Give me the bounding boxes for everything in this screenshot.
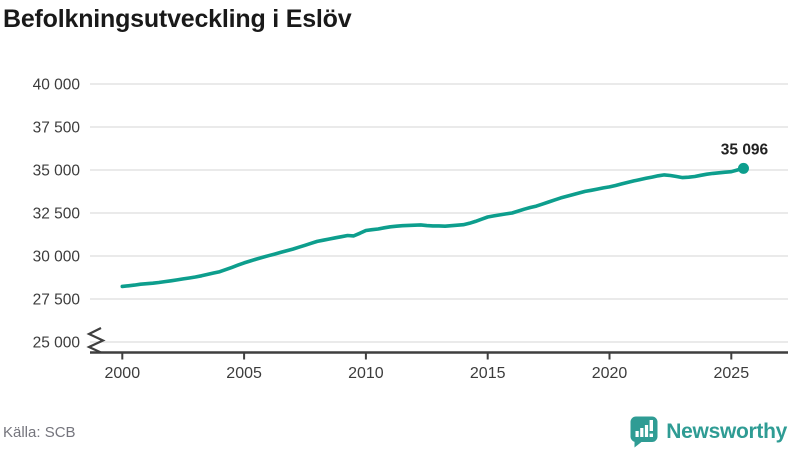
population-line xyxy=(120,166,746,289)
newsworthy-logo: Newsworthy xyxy=(630,416,787,448)
y-tick-label: 25 000 xyxy=(33,335,81,352)
y-tick-label: 37 500 xyxy=(33,120,81,137)
latest-value-label: 35 096 xyxy=(721,141,769,158)
y-tick-label: 40 000 xyxy=(33,77,81,94)
page-title: Befolkningsutveckling i Eslöv xyxy=(3,5,352,33)
source-note: Källa: SCB xyxy=(3,424,76,441)
newsworthy-speech-bubble-bar-chart-icon xyxy=(630,416,658,448)
newsworthy-wordmark: Newsworthy xyxy=(666,420,787,443)
x-tick-label: 2015 xyxy=(470,365,506,382)
y-tick-label: 35 000 xyxy=(33,163,81,180)
x-tick-label: 2000 xyxy=(105,365,141,382)
population-line-chart: 25 000 27 500 30 000 32 500 35 000 37 500 40 0… xyxy=(33,77,788,382)
y-tick-label: 27 500 xyxy=(33,292,81,309)
axis-break-icon xyxy=(86,327,106,354)
latest-point-marker xyxy=(737,162,749,174)
y-tick-label: 30 000 xyxy=(33,249,81,266)
x-tick-label: 2025 xyxy=(714,365,750,382)
x-tick-label: 2010 xyxy=(348,365,384,382)
y-tick-label: 32 500 xyxy=(33,206,81,223)
x-tick-label: 2020 xyxy=(592,365,628,382)
x-tick-label: 2005 xyxy=(226,365,262,382)
